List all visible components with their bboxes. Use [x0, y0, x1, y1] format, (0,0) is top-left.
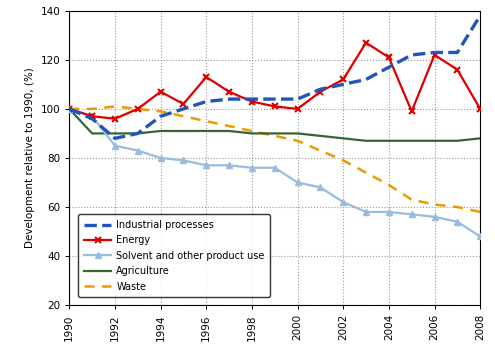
Y-axis label: Development relative to 1990, (%): Development relative to 1990, (%)	[25, 67, 35, 248]
Legend: Industrial processes, Energy, Solvent and other product use, Agriculture, Waste: Industrial processes, Energy, Solvent an…	[78, 214, 270, 297]
